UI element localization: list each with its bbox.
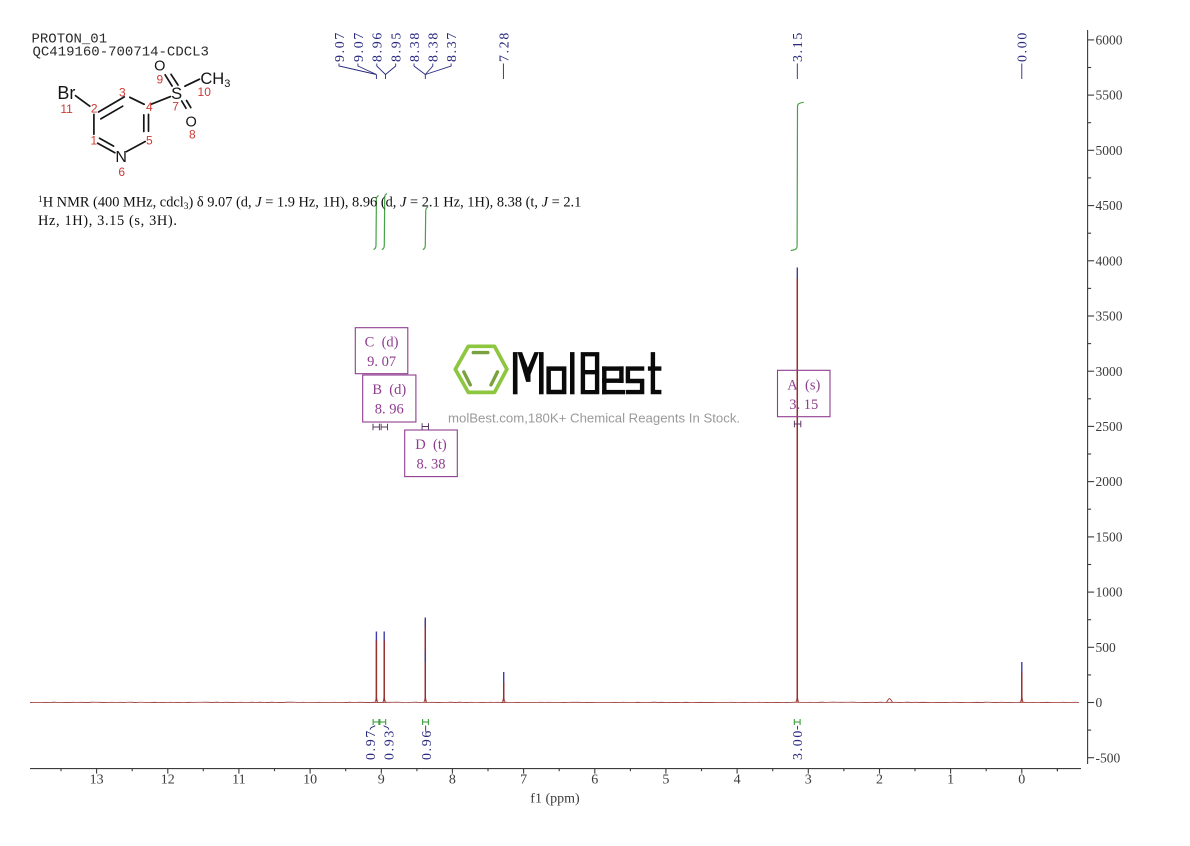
svg-text:f1 (ppm): f1 (ppm): [530, 792, 580, 807]
svg-text:8: 8: [189, 127, 196, 141]
svg-text:N: N: [115, 149, 127, 166]
svg-text:Hz, 1H), 3.15 (s, 3H).: Hz, 1H), 3.15 (s, 3H).: [38, 213, 178, 229]
svg-text:1: 1: [91, 134, 98, 148]
svg-text:1H NMR (400 MHz, cdcl3) δ 9.07: 1H NMR (400 MHz, cdcl3) δ 9.07 (d, J = 1…: [38, 195, 581, 213]
svg-text:0.96: 0.96: [419, 729, 434, 760]
svg-text:3.00: 3.00: [790, 729, 805, 760]
svg-text:2500: 2500: [1096, 419, 1123, 434]
svg-text:3: 3: [805, 773, 812, 788]
svg-text:6: 6: [118, 165, 125, 179]
svg-text:-500: -500: [1096, 750, 1121, 765]
svg-text:2: 2: [91, 102, 98, 116]
svg-text:8.96: 8.96: [370, 31, 385, 62]
svg-text:500: 500: [1096, 640, 1117, 655]
svg-text:6000: 6000: [1096, 33, 1123, 48]
svg-text:2: 2: [876, 773, 883, 788]
svg-text:7.28: 7.28: [496, 31, 511, 62]
svg-text:7: 7: [172, 100, 179, 114]
svg-text:9.07: 9.07: [351, 31, 366, 62]
svg-text:0: 0: [1018, 773, 1025, 788]
svg-text:11: 11: [60, 102, 73, 116]
svg-text:QC419160-700714-CDCL3: QC419160-700714-CDCL3: [33, 44, 209, 60]
svg-text:9.07: 9.07: [332, 31, 347, 62]
svg-text:8.38: 8.38: [426, 31, 441, 62]
svg-text:4500: 4500: [1096, 198, 1123, 213]
svg-text:10: 10: [303, 773, 317, 788]
svg-text:0: 0: [1096, 695, 1103, 710]
svg-text:PROTON_01: PROTON_01: [32, 31, 108, 47]
svg-text:0.93: 0.93: [382, 729, 397, 760]
svg-text:A (s): A (s): [787, 377, 820, 393]
svg-text:O: O: [185, 114, 196, 130]
svg-text:O: O: [154, 59, 165, 75]
svg-text:11: 11: [232, 773, 245, 788]
svg-text:8. 96: 8. 96: [375, 402, 404, 418]
svg-text:8. 38: 8. 38: [417, 457, 446, 473]
svg-text:3: 3: [119, 86, 126, 100]
svg-text:S: S: [171, 85, 182, 103]
svg-text:C (d): C (d): [365, 335, 399, 351]
svg-text:5000: 5000: [1096, 143, 1123, 158]
svg-text:5: 5: [146, 133, 153, 147]
svg-text:Br: Br: [57, 83, 75, 103]
svg-text:1000: 1000: [1096, 585, 1123, 600]
svg-text:9: 9: [156, 72, 163, 86]
svg-text:13: 13: [90, 773, 104, 788]
svg-text:D (t): D (t): [415, 437, 447, 453]
svg-text:4: 4: [146, 100, 153, 114]
svg-text:2000: 2000: [1096, 474, 1123, 489]
svg-text:3000: 3000: [1096, 364, 1123, 379]
svg-text:8.95: 8.95: [389, 31, 404, 62]
svg-text:3500: 3500: [1096, 309, 1123, 324]
svg-text:6: 6: [591, 773, 598, 788]
svg-text:3. 15: 3. 15: [789, 397, 818, 413]
svg-text:9. 07: 9. 07: [367, 354, 396, 370]
svg-text:9: 9: [378, 773, 385, 788]
svg-text:4: 4: [734, 773, 741, 788]
svg-text:1: 1: [947, 773, 954, 788]
svg-text:molBest.com,180K+ Chemical Rea: molBest.com,180K+ Chemical Reagents In S…: [448, 410, 740, 425]
svg-text:1500: 1500: [1096, 530, 1123, 545]
svg-text:7: 7: [520, 773, 527, 788]
svg-text:8: 8: [449, 773, 456, 788]
svg-text:3.15: 3.15: [790, 31, 805, 62]
svg-text:0.00: 0.00: [1015, 31, 1030, 62]
svg-text:8.37: 8.37: [444, 31, 459, 62]
svg-text:5500: 5500: [1096, 88, 1123, 103]
svg-text:8.38: 8.38: [407, 31, 422, 62]
svg-text:0.97: 0.97: [363, 729, 378, 760]
svg-text:12: 12: [161, 773, 175, 788]
svg-text:B (d): B (d): [372, 382, 406, 398]
svg-text:CH3: CH3: [200, 70, 230, 90]
svg-text:4000: 4000: [1096, 253, 1123, 268]
svg-text:5: 5: [662, 773, 669, 788]
svg-text:10: 10: [198, 85, 212, 99]
